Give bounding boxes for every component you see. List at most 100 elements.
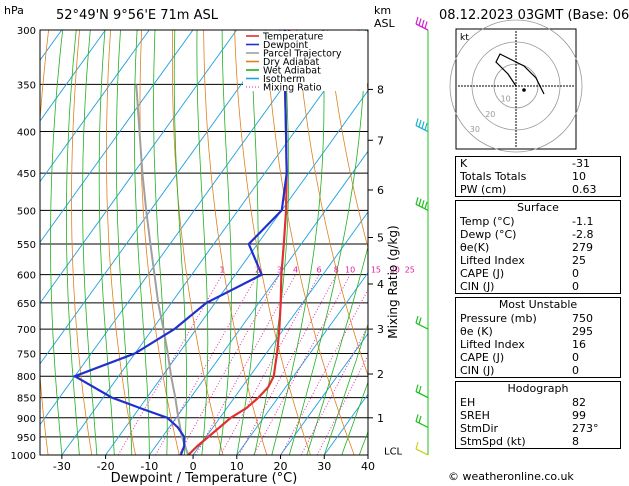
surface-key: CIN (J) bbox=[460, 280, 495, 293]
surface-key: Temp (°C) bbox=[460, 215, 515, 228]
x-tick-label: -30 bbox=[53, 460, 71, 473]
wet-adiabat-line bbox=[66, 30, 80, 455]
legend-label: Mixing Ratio bbox=[263, 83, 322, 94]
most-unstable-title: Most Unstable bbox=[498, 298, 578, 311]
most-unstable-key: θe (K) bbox=[460, 325, 493, 338]
isotherm-line bbox=[61, 30, 368, 455]
wet-adiabat-line bbox=[341, 381, 368, 455]
mixing-ratio-line bbox=[195, 274, 296, 455]
hodograph-stat-key: EH bbox=[460, 396, 476, 409]
mixing-ratio-line bbox=[316, 354, 368, 455]
surface-title: Surface bbox=[517, 201, 559, 214]
dry-adiabat-line bbox=[172, 30, 224, 455]
surface-key: Dewp (°C) bbox=[460, 228, 517, 241]
index-row: PW (cm) 0.63 bbox=[456, 183, 620, 196]
wet-adiabat-line bbox=[271, 30, 325, 455]
hodograph-ring bbox=[449, 19, 583, 153]
index-value: 0.63 bbox=[572, 183, 597, 196]
pressure-tick-label: 750 bbox=[17, 349, 36, 360]
dry-adiabat-line bbox=[265, 30, 355, 455]
mixing-ratio-line bbox=[280, 288, 368, 455]
km-tick-label: 1 bbox=[377, 412, 384, 425]
most-unstable-key: CAPE (J) bbox=[460, 351, 505, 364]
credit-text: © weatheronline.co.uk bbox=[448, 470, 574, 483]
x-tick-label: 10 bbox=[230, 460, 244, 473]
index-key: PW (cm) bbox=[460, 183, 507, 196]
datetime-title: 08.12.2023 03GMT (Base: 06) bbox=[439, 8, 629, 23]
hodograph-ring-label: 10 bbox=[501, 94, 511, 103]
most-unstable-row: CAPE (J) 0 bbox=[456, 351, 620, 364]
km-tick-label: 5 bbox=[377, 231, 384, 244]
pressure-tick-label: 700 bbox=[17, 325, 36, 336]
x-tick-label: 0 bbox=[190, 460, 197, 473]
index-row: K -31 bbox=[456, 157, 620, 170]
mixing-ratio-label: 20 bbox=[390, 266, 400, 275]
km-label: km bbox=[374, 4, 391, 17]
dry-adiabat-line bbox=[105, 30, 136, 455]
isotherm-line bbox=[40, 30, 281, 365]
dry-adiabat-line bbox=[296, 30, 368, 377]
hodograph-unit-label: kt bbox=[460, 33, 469, 43]
mixing-ratio-line bbox=[220, 274, 320, 455]
surface-value: 0 bbox=[572, 280, 579, 293]
mixing-ratio-label: 1 bbox=[220, 266, 225, 275]
mixing-ratio-label: 2 bbox=[255, 266, 260, 275]
isotherm-line bbox=[40, 30, 238, 304]
hodograph-stat-key: StmDir bbox=[460, 422, 499, 435]
mixing-ratio-label: 6 bbox=[317, 266, 322, 275]
hodograph-ring-label: 30 bbox=[470, 125, 480, 134]
hodograph-stat-row: StmSpd (kt) 8 bbox=[456, 435, 620, 448]
mixing-ratio-label: 25 bbox=[405, 266, 415, 275]
index-value: -31 bbox=[572, 157, 590, 170]
km-tick-label: 7 bbox=[377, 134, 384, 147]
hodograph-stat-value: 273° bbox=[572, 422, 599, 435]
x-tick-label: -20 bbox=[97, 460, 115, 473]
wet-adiabat-line bbox=[153, 30, 168, 455]
isotherm-line bbox=[40, 30, 106, 122]
pressure-tick-label: 850 bbox=[17, 394, 36, 405]
hodograph-ring-label: 20 bbox=[485, 110, 495, 119]
wet-adiabat-line bbox=[173, 30, 187, 455]
pressure-tick-label: 800 bbox=[17, 372, 36, 383]
pressure-tick-label: 1000 bbox=[11, 451, 36, 462]
mixing-ratio-label: 15 bbox=[371, 266, 381, 275]
pressure-tick-label: 450 bbox=[17, 169, 36, 180]
hodograph-trace bbox=[495, 53, 545, 95]
surface-key: θe(K) bbox=[460, 241, 490, 254]
hodograph-title: Hodograph bbox=[507, 382, 569, 395]
mixing-ratio-label: 8 bbox=[334, 266, 339, 275]
mixing-ratio-label: 10 bbox=[345, 266, 355, 275]
x-tick-label: -10 bbox=[140, 460, 158, 473]
dry-adiabat-line bbox=[234, 30, 311, 455]
wind-barb bbox=[415, 414, 429, 429]
isotherm-line bbox=[40, 30, 150, 183]
x-tick-label: 20 bbox=[274, 460, 288, 473]
wet-adiabat-line bbox=[236, 30, 259, 455]
parcel-trajectory-line bbox=[135, 84, 190, 455]
hodograph-stat-row: StmDir 273° bbox=[456, 422, 620, 435]
wind-barb bbox=[415, 315, 429, 330]
wind-barb bbox=[415, 441, 429, 456]
km-tick-label: 8 bbox=[377, 83, 384, 96]
most-unstable-row: CIN (J) 0 bbox=[456, 364, 620, 377]
surface-key: CAPE (J) bbox=[460, 267, 505, 280]
dry-adiabat-line bbox=[71, 30, 93, 455]
isotherm-line bbox=[40, 30, 194, 244]
km-tick-label: 3 bbox=[377, 323, 384, 336]
mixing-ratio-line bbox=[300, 324, 368, 455]
hodograph-stat-value: 99 bbox=[572, 409, 586, 422]
surface-row: CIN (J) 0 bbox=[456, 280, 620, 293]
isotherm-line bbox=[192, 211, 368, 455]
wet-adiabat-line bbox=[116, 30, 133, 455]
x-axis-label: Dewpoint / Temperature (°C) bbox=[111, 471, 298, 486]
pressure-tick-label: 350 bbox=[17, 80, 36, 91]
isotherm-line bbox=[148, 150, 368, 455]
hodograph-box: Hodograph EH 82 SREH 99 StmDir 273° StmSpd (kt… bbox=[455, 381, 621, 449]
legend-label: Isotherm bbox=[263, 74, 305, 85]
mixing-ratio-line bbox=[253, 274, 351, 455]
indices-box: K -31 Totals Totals 10 PW (cm) 0.63 bbox=[455, 156, 621, 197]
pressure-tick-label: 650 bbox=[17, 299, 36, 310]
wind-barb bbox=[415, 118, 429, 133]
hodograph-stat-key: SREH bbox=[460, 409, 490, 422]
